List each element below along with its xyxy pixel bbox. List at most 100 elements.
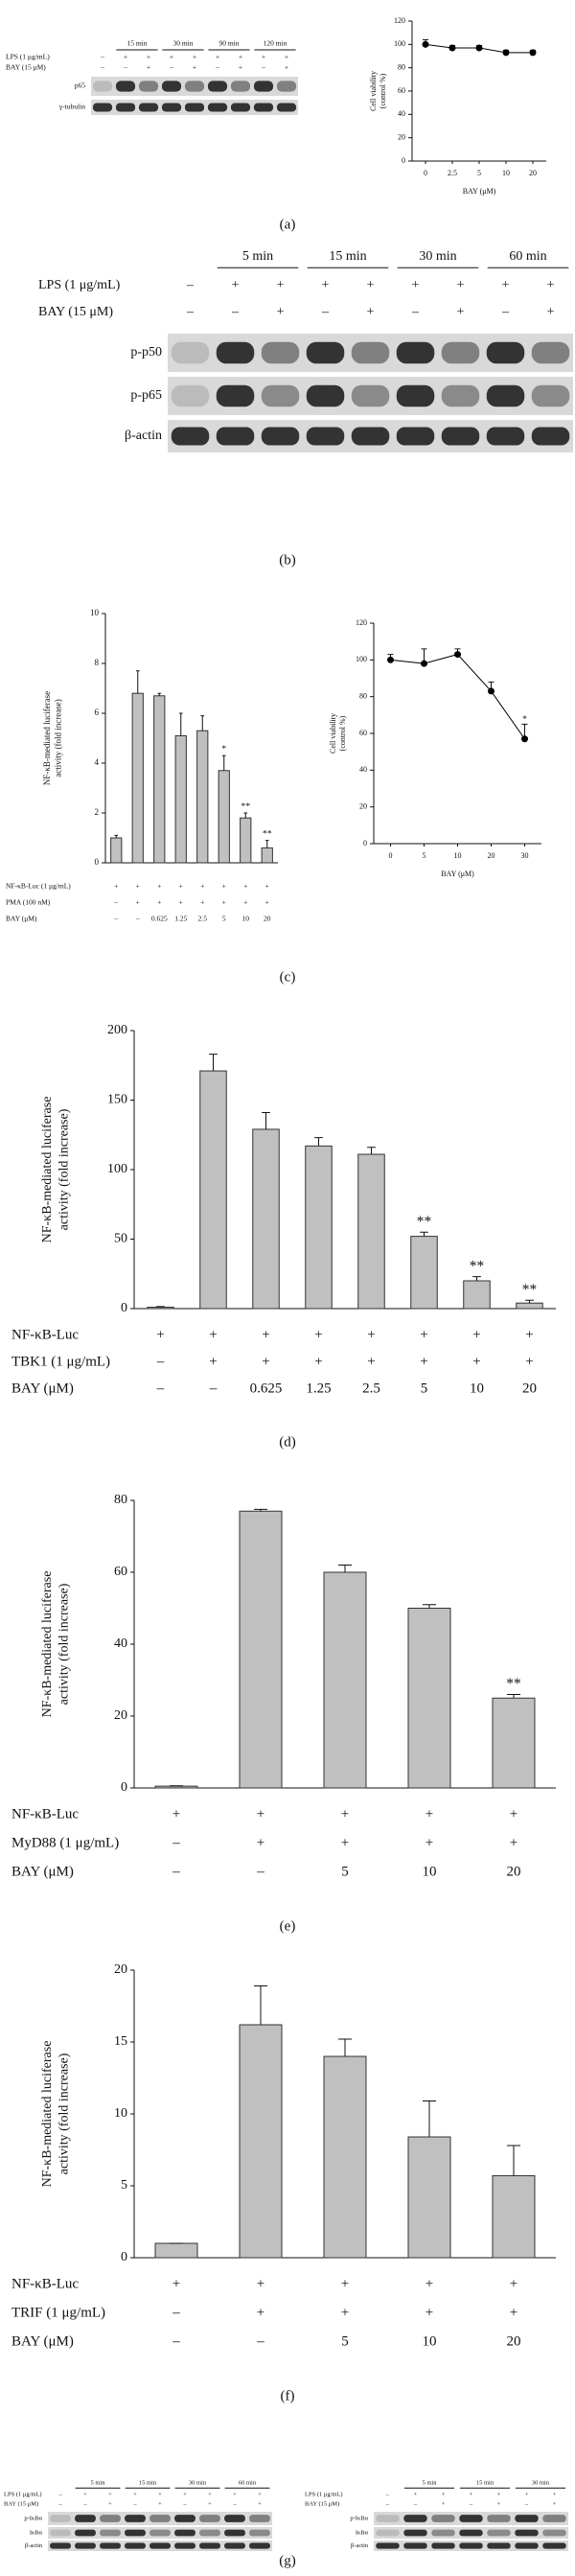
data-point [529, 49, 537, 57]
y-axis-label: activity (fold increase) [58, 1583, 72, 1705]
bar [252, 1128, 280, 1310]
condition-value: + [157, 898, 161, 907]
blot-band [487, 2515, 511, 2522]
condition-value: + [243, 882, 247, 891]
treatment-sign: + [414, 2491, 418, 2497]
blot-band [199, 2542, 220, 2549]
blot-band [75, 2515, 96, 2522]
x-axis-label: BAY (μM) [441, 870, 474, 878]
blot-band [459, 2542, 483, 2549]
time-label: 120 min [264, 39, 288, 48]
y-tick-label: 40 [114, 1636, 127, 1651]
blot-band [306, 341, 345, 364]
protein-label: β-actin [25, 2542, 43, 2549]
blot-band [376, 2529, 400, 2537]
panel-label: (f) [281, 2388, 295, 2403]
y-tick-label: 80 [398, 62, 405, 71]
blot-band [199, 2515, 220, 2522]
treatment-sign: – [232, 2500, 237, 2507]
blot-band [230, 81, 251, 92]
x-tick-label: 10 [454, 851, 462, 860]
blot-band [441, 427, 480, 446]
blot-band [50, 2542, 71, 2549]
blot-band [403, 2542, 427, 2549]
treatment-sign: + [83, 2491, 87, 2497]
condition-label: BAY (μM) [6, 915, 37, 923]
error-bar [525, 1299, 534, 1304]
y-tick-label: 200 [107, 1023, 127, 1037]
treatment-label: LPS (1 μg/mL) [38, 278, 121, 292]
protein-label: p65 [75, 81, 86, 90]
blot-band [542, 2529, 566, 2537]
blot-band [100, 2529, 121, 2537]
error-bar [156, 1306, 165, 1308]
x-tick-label: 20 [488, 851, 495, 860]
blot-band [261, 384, 300, 407]
blot-band [376, 2542, 400, 2549]
y-tick-label: 20 [114, 1962, 127, 1977]
treatment-sign: + [367, 305, 375, 319]
protein-label: β-actin [125, 429, 162, 443]
condition-label: TBK1 (1 μg/mL) [12, 1354, 110, 1369]
treatment-sign: – [100, 53, 104, 61]
protein-label: IκBα [356, 2529, 369, 2536]
condition-value: + [472, 1354, 480, 1369]
treatment-sign: + [258, 2491, 262, 2497]
condition-value: + [510, 2276, 518, 2291]
treatment-sign: + [147, 63, 150, 72]
treatment-sign: + [442, 2491, 446, 2497]
y-tick-label: 10 [114, 2106, 127, 2121]
x-tick-label: 0 [424, 169, 427, 177]
condition-value: 5 [421, 1381, 428, 1396]
blot-band [542, 2542, 566, 2549]
data-point [488, 687, 494, 695]
blot-band [216, 384, 255, 407]
condition-label: BAY (μM) [12, 1381, 74, 1396]
blot-band [161, 103, 182, 112]
condition-value: + [426, 1835, 433, 1850]
condition-value: + [257, 1806, 264, 1822]
treatment-sign: + [183, 2491, 187, 2497]
condition-value: + [136, 898, 140, 907]
condition-label: TRIF (1 μg/mL) [12, 2305, 105, 2320]
condition-value: 20 [507, 1864, 521, 1879]
condition-value: + [426, 2276, 433, 2291]
treatment-sign: + [285, 53, 288, 61]
panel-label: (e) [280, 1918, 296, 1934]
condition-value: + [420, 1327, 427, 1342]
blot-band [306, 384, 345, 407]
blot-band [431, 2529, 455, 2537]
treatment-sign: – [231, 305, 240, 319]
blot-background [48, 2512, 272, 2525]
y-tick-label: 100 [107, 1162, 127, 1176]
blot-band [150, 2542, 171, 2549]
condition-value: + [367, 1327, 375, 1342]
blot-band [441, 384, 480, 407]
blot-band [515, 2529, 539, 2537]
data-point [502, 49, 510, 57]
condition-value: 5 [222, 915, 226, 923]
condition-value: + [209, 1354, 217, 1369]
blot-band [515, 2542, 539, 2549]
error-bar [314, 1137, 323, 1147]
blot-band [253, 103, 274, 112]
condition-value: + [257, 1835, 264, 1850]
condition-value: + [200, 898, 204, 907]
treatment-sign: – [321, 305, 330, 319]
condition-value: – [172, 2333, 180, 2349]
y-tick-label: 0 [121, 2250, 127, 2264]
treatment-label: LPS (1 μg/mL) [305, 2491, 343, 2497]
y-tick-label: 10 [90, 608, 100, 617]
bar [305, 1145, 333, 1310]
y-tick-label: 120 [394, 16, 405, 25]
treatment-sign: – [215, 63, 219, 72]
blot-band [138, 103, 159, 112]
y-tick-label: 8 [95, 658, 100, 667]
y-tick-label: 0 [402, 156, 405, 165]
treatment-sign: – [123, 63, 127, 72]
condition-value: 2.5 [362, 1381, 380, 1396]
condition-value: + [114, 882, 118, 891]
blot-band [459, 2515, 483, 2522]
treatment-label: BAY (15 μM) [4, 2500, 38, 2507]
bar [261, 847, 273, 864]
